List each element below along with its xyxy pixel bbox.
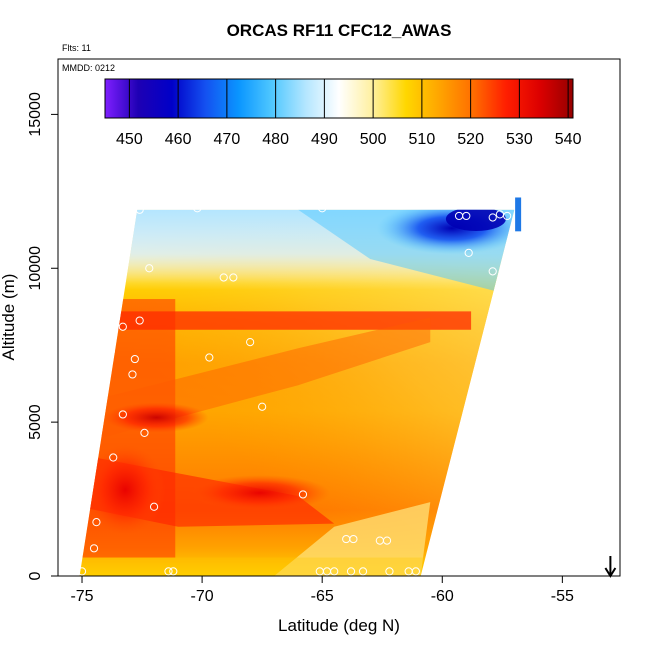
x-tick-label: -55	[551, 588, 574, 605]
field-hot-spot-3	[85, 444, 166, 535]
colorbar-tick-label: 520	[457, 131, 484, 148]
y-axis-label: Altitude (m)	[0, 274, 18, 361]
colorbar-tick-label: 490	[311, 131, 338, 148]
sample-point	[118, 410, 127, 419]
sample-point	[193, 204, 202, 213]
sample-point	[145, 264, 154, 273]
plot-frame	[57, 58, 621, 577]
field-surface-band	[79, 557, 515, 576]
sample-point	[318, 204, 327, 213]
y-tick-label: 0	[27, 571, 44, 580]
sample-point	[77, 567, 87, 576]
x-tick-label: -60	[431, 588, 454, 605]
sample-point	[464, 248, 473, 257]
sample-point	[382, 536, 392, 545]
y-tick-label: 15000	[27, 92, 44, 137]
colorbar-tick-label: 500	[360, 131, 387, 148]
sample-point	[128, 370, 137, 379]
axes: -75 -70 -65 -60 -55 0 5000 10000 15000	[27, 92, 574, 605]
x-tick-label: -65	[311, 588, 334, 605]
colorbar-tick-label: 540	[555, 131, 582, 148]
field-blue-tab	[515, 197, 522, 232]
sample-point	[246, 338, 255, 347]
sample-point	[149, 502, 159, 511]
field-hot-spot-2	[189, 474, 330, 511]
down-arrow-icon	[604, 556, 617, 578]
chart-title: ORCAS RF11 CFC12_AWAS	[227, 21, 452, 40]
sample-point	[411, 567, 420, 576]
sample-point	[89, 544, 99, 553]
sample-point	[488, 213, 497, 222]
y-tick-label: 5000	[27, 404, 44, 440]
sample-point	[118, 322, 127, 331]
colorbar-frame	[104, 78, 574, 119]
arrow-head	[604, 567, 617, 578]
mmdd-note: MMDD: 0212	[62, 63, 115, 73]
sample-point	[503, 211, 512, 221]
sample-point	[219, 273, 228, 282]
sample-point	[205, 353, 214, 362]
sample-point	[349, 534, 358, 544]
sample-point	[92, 518, 101, 527]
colorbar: 450 460 470 480 490 500 510 520 530 540	[104, 78, 582, 148]
x-tick-label: -70	[191, 588, 214, 605]
sample-point	[488, 267, 497, 276]
colorbar-tick-label: 530	[506, 131, 533, 148]
sample-point	[106, 347, 115, 356]
sample-point	[298, 490, 308, 499]
sample-point	[140, 428, 149, 438]
x-tick-label: -75	[70, 588, 93, 605]
field-hot-spot-1	[104, 402, 209, 433]
sample-point	[164, 567, 173, 576]
colorbar-tick-label: 450	[116, 131, 143, 148]
sample-point	[330, 567, 339, 576]
sample-point	[385, 567, 394, 576]
sample-point	[258, 402, 267, 411]
sample-point	[130, 354, 139, 364]
colorbar-tick-label: 460	[165, 131, 192, 148]
flights-note: Flts: 11	[62, 43, 91, 53]
colorbar-tick-label: 480	[262, 131, 289, 148]
sample-point	[358, 567, 368, 576]
sample-points	[77, 197, 522, 576]
sample-point	[92, 421, 101, 430]
colorbar-tick-label: 510	[409, 131, 436, 148]
y-tick-label: 10000	[27, 246, 44, 291]
field-navy-core	[445, 209, 506, 232]
x-axis-label: Latitude (deg N)	[278, 616, 400, 635]
colorbar-gradient	[105, 79, 573, 118]
field-blue-core	[376, 209, 515, 255]
field-surface-pale	[274, 502, 431, 576]
colorbar-tick-label: 470	[214, 131, 241, 148]
sample-point	[135, 316, 144, 325]
sample-point	[229, 273, 238, 282]
concentration-field	[79, 209, 515, 576]
sample-point	[109, 453, 118, 462]
sample-point	[135, 205, 144, 214]
sample-point	[346, 567, 356, 576]
sample-point	[169, 567, 178, 576]
field-streak-upper	[115, 311, 472, 330]
sample-point	[462, 211, 471, 221]
